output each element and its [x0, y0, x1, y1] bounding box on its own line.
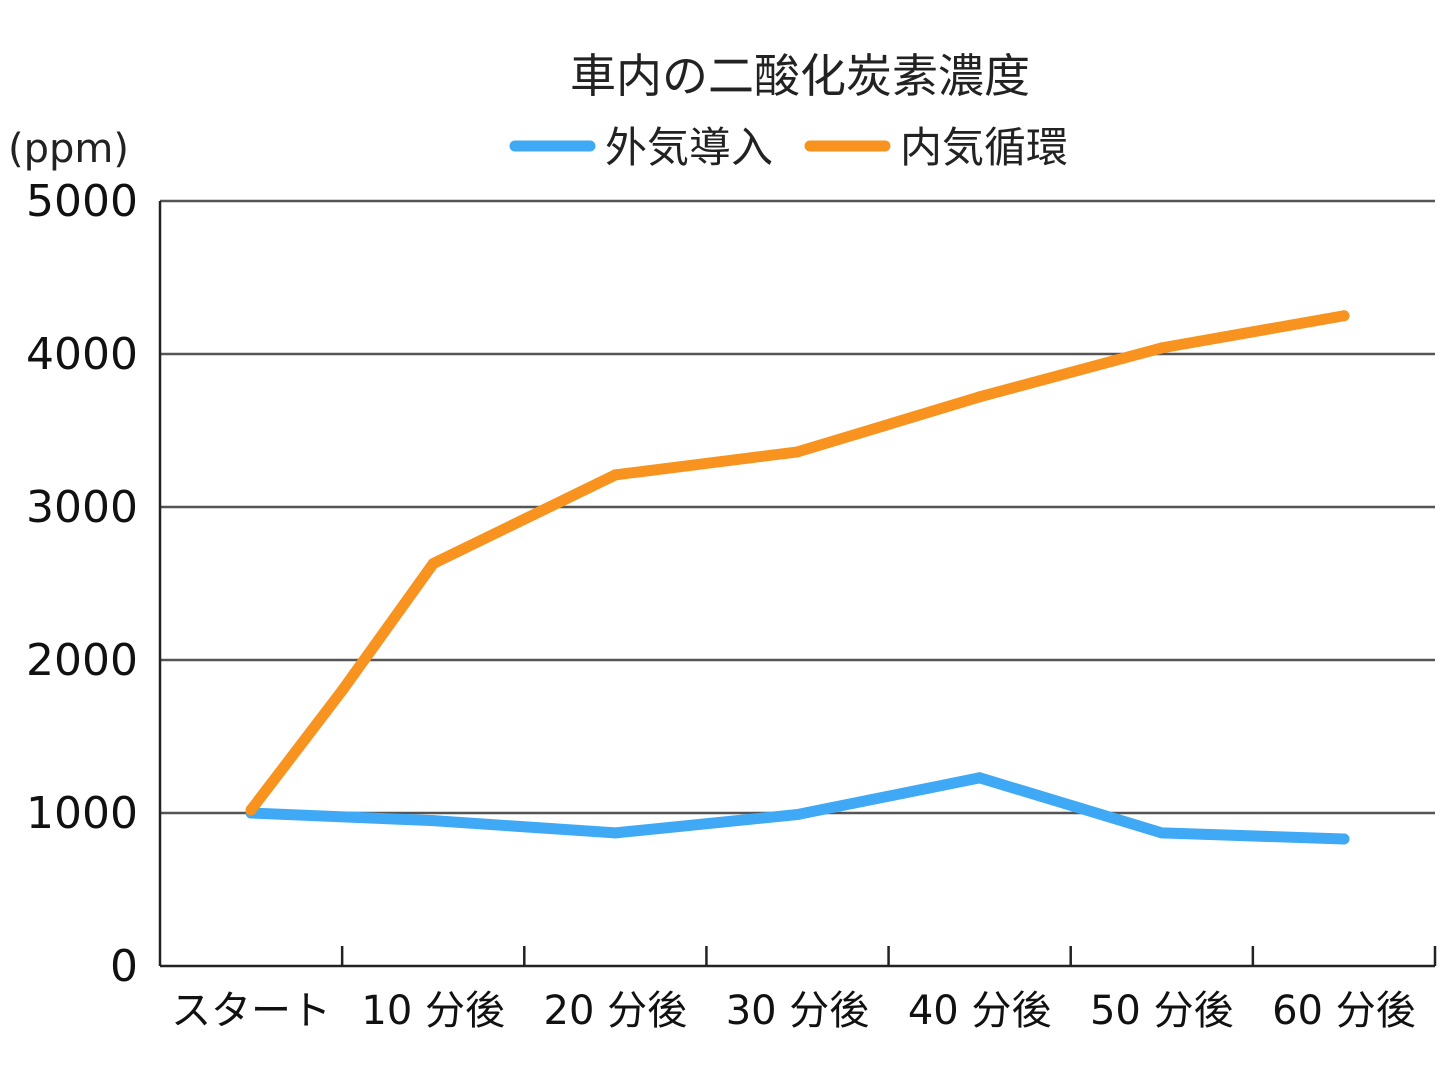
series-lines — [245, 310, 1350, 845]
data-point — [792, 446, 803, 458]
data-point — [1156, 827, 1168, 839]
legend: 外気導入 内気循環 — [509, 123, 1068, 172]
x-tick-labels: スタート 10 分後 20 分後 30 分後 40 分後 50 分後 60 分後 — [171, 988, 1416, 1034]
x-tick-label: 50 分後 — [1090, 988, 1234, 1034]
data-point — [1338, 833, 1350, 845]
data-point — [1338, 310, 1350, 322]
x-tick-label: 10 分後 — [361, 988, 505, 1034]
chart-title: 車内の二酸化炭素濃度 — [570, 49, 1030, 103]
axes — [158, 201, 1437, 968]
data-point — [974, 391, 986, 403]
x-tick-label: 40 分後 — [908, 988, 1052, 1034]
y-tick-label: 0 — [110, 941, 138, 992]
y-tick-label: 3000 — [26, 482, 138, 533]
x-tick-label: 20 分後 — [544, 988, 688, 1034]
y-axis-unit: (ppm) — [8, 126, 129, 172]
data-point — [792, 809, 803, 821]
y-tick-label: 4000 — [26, 329, 138, 380]
data-point — [609, 469, 621, 481]
y-tick-label: 1000 — [26, 788, 138, 839]
y-tick-label: 5000 — [26, 176, 138, 227]
legend-label-outside-air: 外気導入 — [605, 123, 773, 172]
y-tick-labels: 0 1000 2000 3000 4000 5000 — [26, 176, 138, 992]
x-tick-label: 60 分後 — [1272, 988, 1416, 1034]
data-point — [245, 804, 257, 816]
gridlines — [160, 199, 1435, 815]
x-tick-label: スタート — [171, 988, 331, 1034]
x-tick-label: 30 分後 — [726, 988, 870, 1034]
data-point — [609, 827, 621, 839]
series-line-recirculation — [245, 310, 1350, 816]
data-point — [427, 558, 439, 570]
data-point — [427, 815, 439, 827]
y-tick-label: 2000 — [26, 635, 138, 686]
data-point — [1156, 342, 1168, 354]
data-point — [336, 685, 348, 697]
series-line-outside-air — [245, 772, 1350, 845]
legend-label-recirculation: 内気循環 — [900, 123, 1068, 172]
data-point — [974, 772, 986, 784]
